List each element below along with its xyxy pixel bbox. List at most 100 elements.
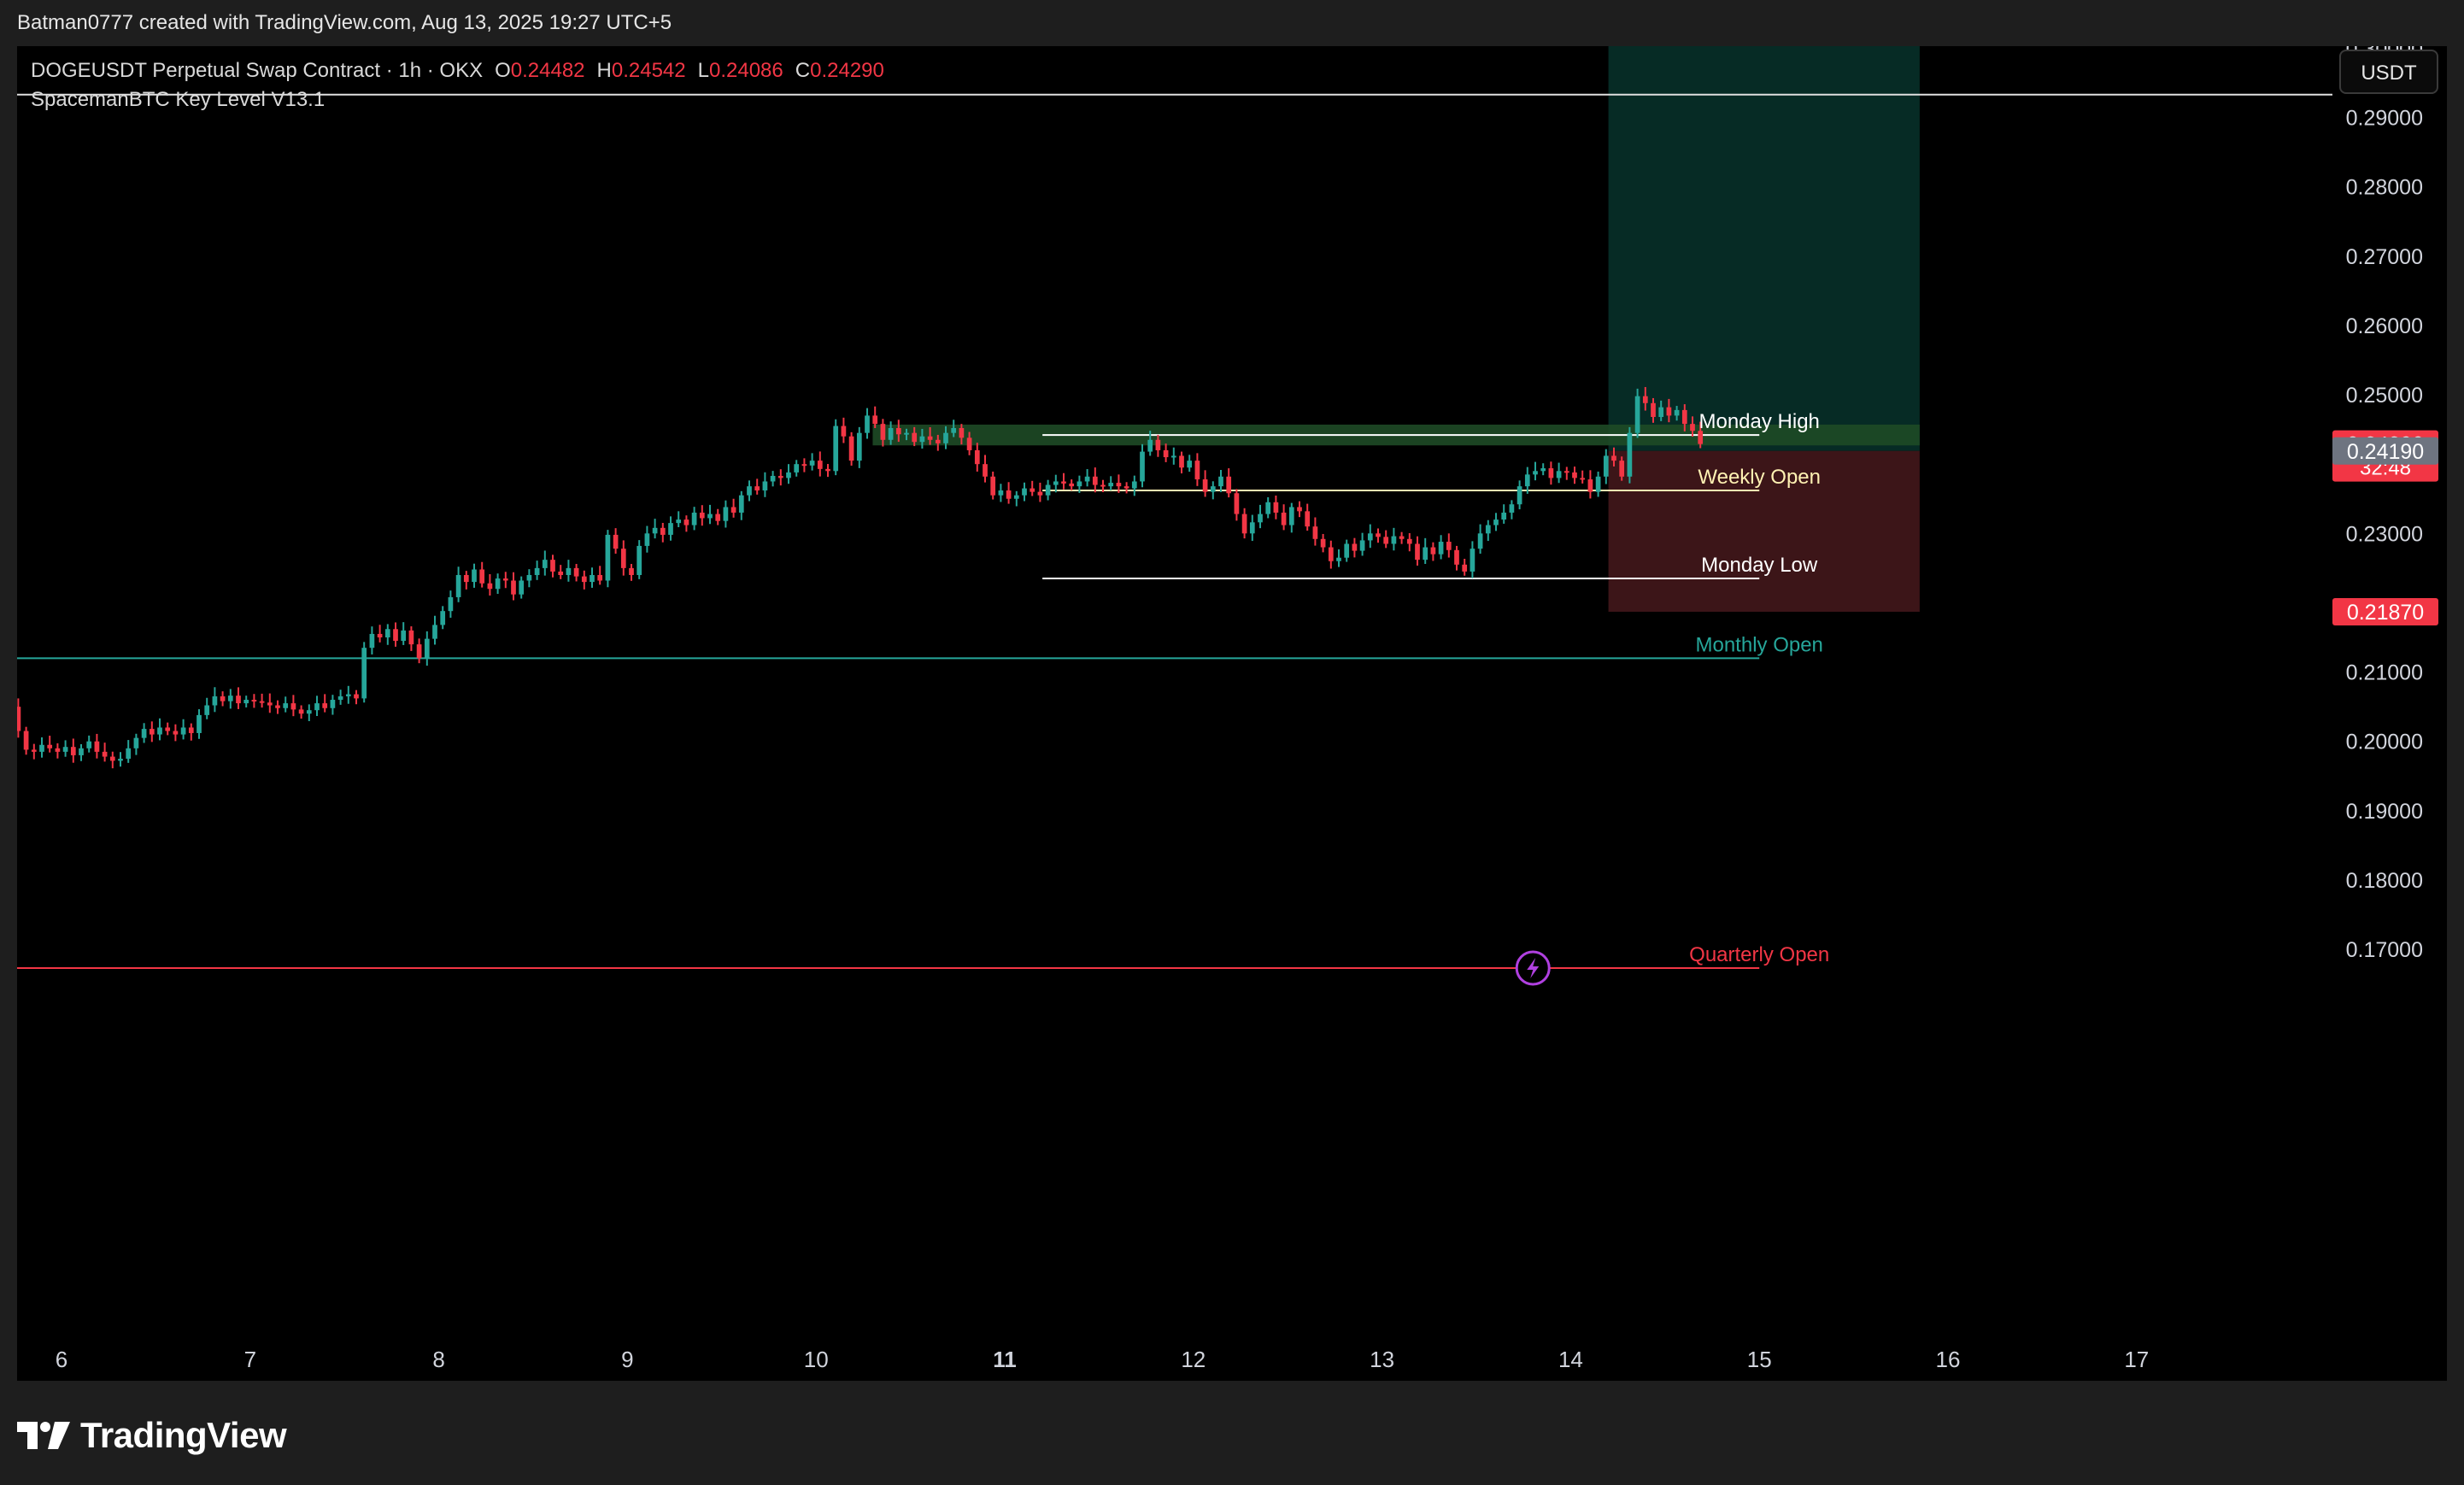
candle-body	[495, 578, 501, 590]
candle-body	[1572, 472, 1577, 478]
candle-body	[322, 703, 328, 708]
candle-body	[983, 464, 988, 477]
candle-body	[558, 571, 564, 575]
candle-body	[1210, 486, 1216, 492]
candle-body	[188, 727, 194, 733]
x-axis-tick: 13	[1370, 1347, 1394, 1372]
stop-zone[interactable]	[1608, 450, 1920, 612]
footer: TradingView	[0, 1381, 2464, 1485]
candle-body	[109, 756, 115, 761]
candle-body	[463, 574, 469, 583]
key-level-label: Weekly Open	[1698, 466, 1821, 489]
candle-body	[1155, 439, 1161, 450]
y-axis-tick: 0.23000	[2346, 522, 2423, 546]
candle-body	[1611, 455, 1616, 461]
candle-body	[416, 644, 422, 659]
candle-body	[590, 574, 595, 583]
close-label: C	[795, 59, 811, 82]
candle-body	[1013, 495, 1019, 499]
candle-body	[738, 495, 744, 513]
currency-button[interactable]: USDT	[2339, 50, 2438, 94]
candle-body	[1627, 432, 1633, 477]
candle-body	[1069, 483, 1075, 487]
candle-body	[1485, 525, 1491, 534]
candle-body	[777, 475, 783, 478]
candle-body	[566, 567, 572, 575]
price-tag	[2332, 597, 2438, 625]
tradingview-logo[interactable]: TradingView	[17, 1415, 287, 1455]
candle-body	[959, 427, 965, 438]
candle-body	[1634, 396, 1640, 433]
candle-body	[1170, 455, 1176, 458]
candle-body	[408, 630, 414, 645]
candle-body	[865, 415, 870, 433]
candle-body	[1651, 402, 1656, 418]
candle-body	[1619, 461, 1625, 477]
y-axis-tick: 0.20000	[2346, 731, 2423, 754]
candle-body	[1092, 476, 1098, 485]
low-label: L	[697, 59, 709, 82]
candle-body	[723, 507, 729, 521]
candle-body	[1147, 439, 1153, 452]
candle-body	[243, 700, 249, 704]
candle-body	[1100, 484, 1106, 487]
close-value: 0.24290	[810, 59, 884, 82]
candle-body	[526, 574, 532, 581]
tradingview-logo-text: TradingView	[80, 1415, 287, 1455]
candle-body	[1658, 407, 1664, 418]
candle-body	[472, 569, 477, 583]
candle-body	[1438, 542, 1444, 555]
candle-body	[1022, 488, 1027, 496]
price-tag	[2332, 437, 2438, 465]
candle-body	[487, 583, 493, 590]
attribution-text: Batman0777 created with TradingView.com,…	[17, 11, 672, 34]
candle-body	[31, 749, 37, 752]
candle-body	[173, 731, 179, 735]
candle-body	[1540, 468, 1546, 472]
candle-body	[1061, 481, 1066, 484]
symbol-title[interactable]: DOGEUSDT Perpetual Swap Contract · 1h · …	[31, 59, 484, 82]
candle-body	[762, 481, 768, 491]
candle-body	[613, 534, 619, 549]
candle-body	[1406, 538, 1412, 544]
tradingview-logo-icon	[17, 1422, 70, 1449]
candle-body	[1430, 547, 1436, 555]
candle-body	[1642, 396, 1648, 403]
candle-body	[1423, 547, 1429, 561]
candle-body	[1053, 481, 1059, 485]
low-value: 0.24086	[709, 59, 783, 82]
candle-body	[70, 747, 76, 755]
candle-body	[479, 569, 485, 584]
candle-body	[1045, 484, 1051, 496]
candle-body	[1030, 488, 1035, 492]
candle-body	[668, 523, 673, 535]
candle-body	[314, 703, 320, 711]
candle-body	[754, 486, 760, 491]
candle-body	[1383, 537, 1389, 544]
candle-body	[157, 727, 162, 735]
attribution-bar: Batman0777 created with TradingView.com,…	[0, 0, 2464, 46]
indicator-name[interactable]: SpacemanBTC Key Level V13.1	[31, 88, 326, 111]
candle-body	[801, 464, 807, 467]
candle-body	[1681, 409, 1687, 425]
candle-body	[1509, 504, 1515, 513]
candle-body	[1037, 491, 1043, 496]
candle-body	[1179, 455, 1184, 468]
candle-body	[118, 758, 123, 761]
candle-body	[1462, 564, 1468, 572]
candle-body	[1288, 507, 1294, 525]
candle-body	[1123, 486, 1129, 489]
candle-body	[440, 611, 446, 625]
candle-body	[856, 432, 862, 461]
candle-body	[581, 576, 587, 583]
candle-body	[212, 696, 218, 706]
candle-body	[1399, 536, 1405, 539]
candle-body	[620, 549, 626, 568]
candle-body	[904, 432, 909, 435]
candle-body	[833, 426, 839, 472]
candle-body	[1517, 486, 1522, 505]
candle-body	[180, 727, 186, 735]
profit-zone[interactable]	[1608, 46, 1920, 451]
